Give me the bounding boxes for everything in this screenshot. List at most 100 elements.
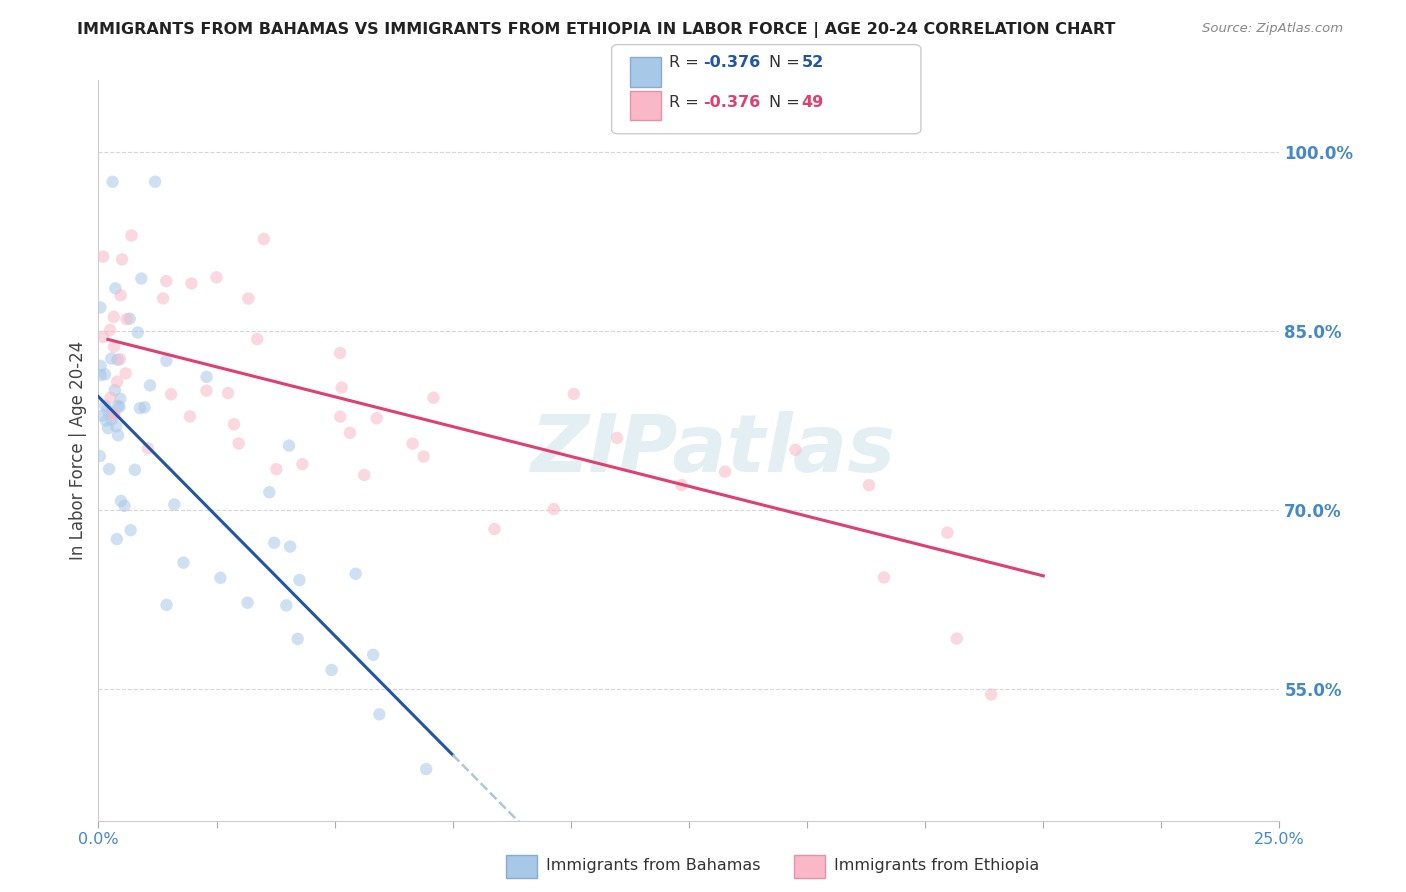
Point — [152, 292, 174, 306]
Point — [484, 522, 506, 536]
Point — [287, 632, 309, 646]
Point — [129, 401, 152, 416]
Point — [101, 175, 124, 189]
Point — [266, 462, 288, 476]
Point — [238, 292, 260, 306]
Point — [543, 502, 565, 516]
Point — [236, 596, 259, 610]
Text: IMMIGRANTS FROM BAHAMAS VS IMMIGRANTS FROM ETHIOPIA IN LABOR FORCE | AGE 20-24 C: IMMIGRANTS FROM BAHAMAS VS IMMIGRANTS FR… — [77, 22, 1116, 38]
Point — [105, 375, 128, 389]
Point — [321, 663, 343, 677]
Point — [101, 406, 124, 420]
Point — [195, 384, 218, 398]
Text: 52: 52 — [801, 55, 824, 70]
Point — [222, 417, 245, 432]
Point — [143, 175, 166, 189]
Point — [131, 271, 153, 285]
Point — [90, 368, 112, 382]
Point — [344, 566, 367, 581]
Point — [980, 688, 1002, 702]
Point — [136, 442, 159, 456]
Point — [329, 346, 352, 360]
Point — [329, 409, 352, 424]
Point — [155, 353, 177, 368]
Point — [160, 387, 183, 401]
Point — [562, 387, 585, 401]
Point — [259, 485, 281, 500]
Point — [155, 598, 177, 612]
Point — [873, 570, 896, 584]
Point — [91, 250, 114, 264]
Point — [108, 352, 131, 367]
Point — [89, 449, 111, 463]
Point — [330, 381, 353, 395]
Point — [121, 228, 143, 243]
Text: ZIPatlas: ZIPatlas — [530, 411, 896, 490]
Point — [100, 391, 122, 405]
Point — [785, 442, 807, 457]
Point — [276, 599, 298, 613]
Point — [415, 762, 437, 776]
Text: Immigrants from Ethiopia: Immigrants from Ethiopia — [834, 858, 1039, 872]
Point — [120, 523, 142, 537]
Point — [366, 411, 388, 425]
Point — [110, 392, 132, 406]
Point — [353, 467, 375, 482]
Point — [195, 369, 218, 384]
Text: Source: ZipAtlas.com: Source: ZipAtlas.com — [1202, 22, 1343, 36]
Point — [172, 556, 194, 570]
Point — [180, 277, 202, 291]
Text: 49: 49 — [801, 95, 824, 110]
Point — [288, 573, 311, 587]
Point — [278, 439, 301, 453]
Point — [291, 457, 314, 471]
Point — [114, 499, 136, 513]
Point — [89, 301, 111, 315]
Point — [98, 462, 121, 476]
Point — [671, 478, 693, 492]
Point — [278, 540, 301, 554]
Point — [858, 478, 880, 492]
Point — [114, 367, 136, 381]
Text: R =: R = — [669, 95, 704, 110]
Text: Immigrants from Bahamas: Immigrants from Bahamas — [546, 858, 761, 872]
Point — [139, 378, 162, 392]
Point — [107, 399, 129, 413]
Point — [606, 431, 628, 445]
Point — [94, 368, 117, 382]
Text: N =: N = — [769, 95, 806, 110]
Point — [217, 386, 239, 401]
Point — [110, 288, 132, 302]
Point — [103, 407, 125, 421]
Point — [115, 312, 138, 326]
Point — [111, 252, 134, 267]
Point — [118, 311, 141, 326]
Point — [91, 409, 114, 423]
Y-axis label: In Labor Force | Age 20-24: In Labor Force | Age 20-24 — [69, 341, 87, 560]
Point — [263, 536, 285, 550]
Point — [108, 400, 131, 414]
Point — [124, 463, 146, 477]
Text: R =: R = — [669, 55, 704, 70]
Point — [246, 332, 269, 346]
Point — [100, 351, 122, 366]
Point — [91, 330, 114, 344]
Point — [228, 436, 250, 450]
Point — [96, 403, 118, 417]
Point — [163, 498, 186, 512]
Point — [209, 571, 232, 585]
Point — [98, 323, 121, 337]
Point — [179, 409, 201, 424]
Point — [90, 359, 112, 373]
Point — [104, 383, 127, 397]
Point — [936, 525, 959, 540]
Point — [339, 425, 361, 440]
Text: -0.376: -0.376 — [703, 95, 761, 110]
Point — [134, 401, 156, 415]
Point — [714, 465, 737, 479]
Point — [100, 412, 122, 426]
Point — [412, 450, 434, 464]
Point — [205, 270, 228, 285]
Point — [105, 419, 128, 434]
Point — [94, 414, 117, 428]
